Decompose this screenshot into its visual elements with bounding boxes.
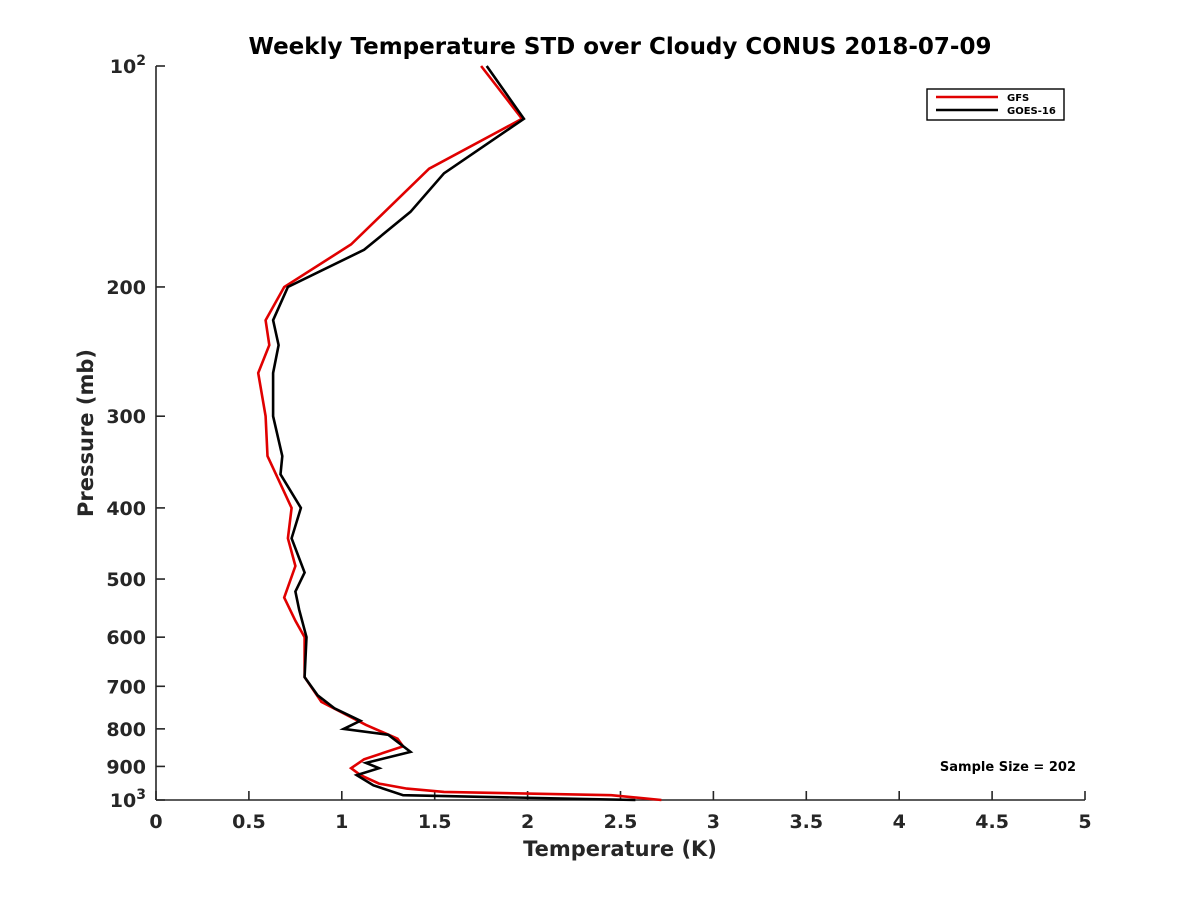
legend-label-goes-16: GOES-16: [1007, 106, 1056, 117]
x-tick-label: 0.5: [232, 811, 266, 833]
x-tick-label: 3: [707, 811, 720, 833]
x-tick-label: 1.5: [418, 811, 452, 833]
x-tick-label: 1: [335, 811, 348, 833]
legend-label-gfs: GFS: [1007, 93, 1029, 104]
y-tick-label: 800: [106, 719, 146, 741]
x-tick-label: 0: [149, 811, 162, 833]
y-tick-label: 700: [106, 676, 146, 698]
x-axis-title: Temperature (K): [523, 837, 717, 861]
y-tick-label: 900: [106, 756, 146, 778]
legend: GFS GOES-16: [926, 88, 1065, 121]
chart-title: Weekly Temperature STD over Cloudy CONUS…: [249, 34, 992, 60]
x-tick-label: 2: [521, 811, 534, 833]
y-tick-label: 102: [110, 53, 146, 78]
series-line-goes-16: [271, 65, 636, 802]
y-tick-label: 200: [106, 277, 146, 299]
y-tick-label: 300: [106, 406, 146, 428]
x-tick-label: 5: [1078, 811, 1091, 833]
y-axis-title: Pressure (mb): [74, 349, 98, 517]
sample-size-annotation: Sample Size = 202: [940, 760, 1076, 775]
series-line-gfs: [256, 65, 662, 802]
legend-box: [926, 88, 1065, 121]
y-tick-label: 400: [106, 498, 146, 520]
axes: 0 0.5 1 1.5 2 2.5 3 3.5 4 4.5 5 102 200 300 400 500 600 7…: [106, 53, 1091, 833]
x-tick-label: 2.5: [604, 811, 638, 833]
x-tick-label: 4.5: [975, 811, 1009, 833]
x-tick-label: 4: [893, 811, 906, 833]
x-tick-label: 3.5: [789, 811, 823, 833]
y-tick-label: 103: [110, 787, 146, 812]
y-tick-label: 500: [106, 569, 146, 591]
series-layer: [256, 65, 662, 802]
y-tick-label: 600: [106, 627, 146, 649]
